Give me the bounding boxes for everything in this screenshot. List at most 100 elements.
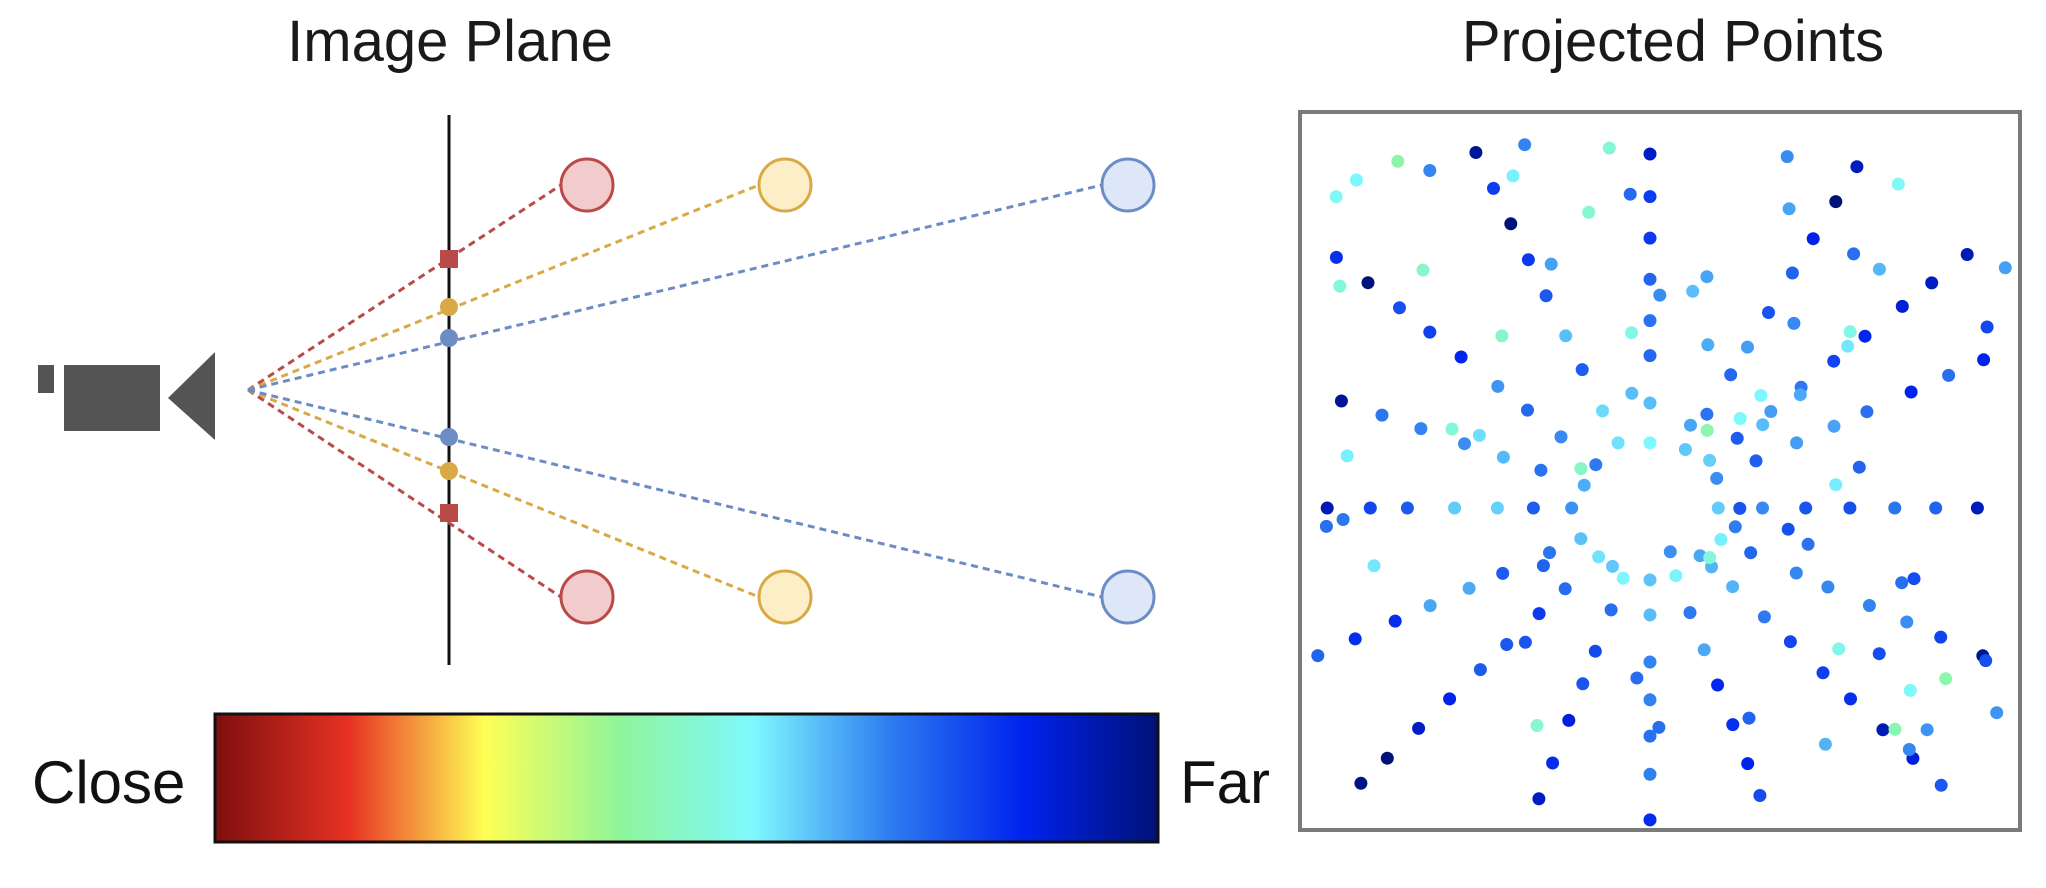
projected-point bbox=[1801, 537, 1815, 551]
projected-point bbox=[1630, 671, 1644, 685]
projected-point bbox=[1592, 550, 1606, 564]
ray-near-bottom bbox=[247, 388, 562, 599]
projected-point bbox=[1703, 551, 1717, 564]
projected-point bbox=[1876, 723, 1890, 737]
projected-point bbox=[1375, 408, 1389, 422]
projected-point bbox=[1526, 501, 1540, 515]
projected-point bbox=[1669, 569, 1683, 583]
projected-point bbox=[1904, 385, 1918, 399]
projection-rays bbox=[247, 183, 1103, 599]
projected-point bbox=[1416, 263, 1430, 277]
projected-points-title: Projected Points bbox=[1461, 9, 1885, 74]
projected-point bbox=[1536, 559, 1550, 573]
projected-point bbox=[1333, 279, 1347, 293]
projected-point bbox=[1518, 635, 1532, 649]
projected-point bbox=[1754, 389, 1768, 402]
projected-point bbox=[1643, 190, 1657, 204]
ray-mid-top bbox=[247, 183, 760, 392]
object-far-top bbox=[1100, 157, 1156, 213]
projected-point bbox=[1367, 559, 1381, 573]
projected-point bbox=[1907, 572, 1921, 586]
projected-point bbox=[1960, 248, 1974, 261]
projected-point bbox=[1678, 443, 1692, 456]
projected-point bbox=[1980, 320, 1994, 334]
projection-mid-bottom bbox=[440, 462, 458, 480]
projected-point bbox=[1684, 418, 1697, 432]
projected-point bbox=[1700, 423, 1714, 437]
projected-point bbox=[1320, 501, 1334, 515]
projected-point bbox=[1546, 756, 1560, 770]
projected-point bbox=[1643, 349, 1657, 363]
object-mid-bottom bbox=[757, 569, 813, 625]
colorbar-far-label: Far bbox=[1180, 749, 1270, 816]
projected-point bbox=[1787, 316, 1801, 330]
projected-point bbox=[1726, 580, 1740, 594]
projected-point bbox=[1448, 501, 1462, 515]
projected-point bbox=[1653, 288, 1667, 302]
projected-point bbox=[1643, 272, 1657, 286]
projected-point bbox=[1588, 644, 1602, 658]
projected-point bbox=[1530, 719, 1544, 732]
ray-far-top bbox=[247, 183, 1103, 392]
projected-point bbox=[1311, 649, 1325, 663]
image-plane-title: Image Plane bbox=[287, 9, 613, 74]
colorbar-close-label: Close bbox=[32, 749, 186, 816]
projected-point bbox=[1697, 643, 1711, 657]
projected-point bbox=[1829, 195, 1843, 209]
projected-point bbox=[1693, 549, 1707, 563]
object-near-bottom bbox=[559, 569, 615, 625]
projected-point bbox=[1388, 614, 1402, 628]
projected-point bbox=[1518, 138, 1532, 152]
projected-point bbox=[1979, 654, 1993, 668]
projected-point bbox=[1575, 363, 1589, 377]
projected-point bbox=[1491, 379, 1505, 393]
projected-point bbox=[1472, 428, 1486, 442]
projected-point bbox=[1423, 599, 1437, 613]
projected-point bbox=[1806, 232, 1820, 246]
projected-point bbox=[1934, 778, 1948, 792]
projected-point bbox=[1625, 386, 1639, 400]
projected-point bbox=[1643, 314, 1657, 328]
projected-point bbox=[1847, 247, 1861, 261]
projected-point bbox=[1602, 141, 1616, 155]
projected-point bbox=[1606, 559, 1619, 573]
projected-point bbox=[1643, 729, 1657, 743]
projected-point bbox=[1832, 642, 1846, 656]
projected-point bbox=[1534, 463, 1548, 477]
projected-point bbox=[1925, 276, 1939, 290]
projected-point bbox=[1888, 722, 1902, 736]
projected-point bbox=[1643, 813, 1657, 827]
projected-point bbox=[1565, 501, 1579, 515]
projected-point bbox=[1329, 250, 1343, 264]
projected-point bbox=[1741, 757, 1755, 771]
scene-objects bbox=[559, 157, 1156, 625]
projected-point bbox=[1858, 329, 1872, 343]
projected-point bbox=[1920, 723, 1934, 737]
projected-point bbox=[1643, 693, 1657, 707]
object-near-top bbox=[559, 157, 615, 213]
projected-point bbox=[1793, 388, 1807, 402]
projected-point bbox=[1714, 533, 1728, 546]
projected-point bbox=[1789, 566, 1803, 580]
projected-point bbox=[1532, 607, 1546, 621]
projected-point bbox=[1391, 154, 1405, 168]
projected-point bbox=[1741, 340, 1754, 354]
projected-point bbox=[1781, 522, 1795, 536]
projected-point bbox=[1559, 329, 1573, 343]
projected-point bbox=[1643, 147, 1657, 161]
projected-point bbox=[1827, 354, 1841, 368]
projected-point bbox=[1490, 501, 1504, 515]
projected-point bbox=[1744, 546, 1758, 560]
projected-point bbox=[1728, 520, 1742, 534]
projected-point bbox=[1445, 422, 1459, 436]
projected-point bbox=[1532, 792, 1546, 806]
projected-point bbox=[1703, 453, 1717, 467]
projected-point bbox=[1504, 217, 1518, 231]
projected-point bbox=[1506, 169, 1520, 183]
projected-point bbox=[1895, 576, 1909, 590]
projected-point bbox=[1756, 418, 1770, 432]
projected-point bbox=[1558, 582, 1572, 596]
projected-point bbox=[1888, 501, 1902, 515]
projected-point bbox=[1500, 638, 1514, 651]
